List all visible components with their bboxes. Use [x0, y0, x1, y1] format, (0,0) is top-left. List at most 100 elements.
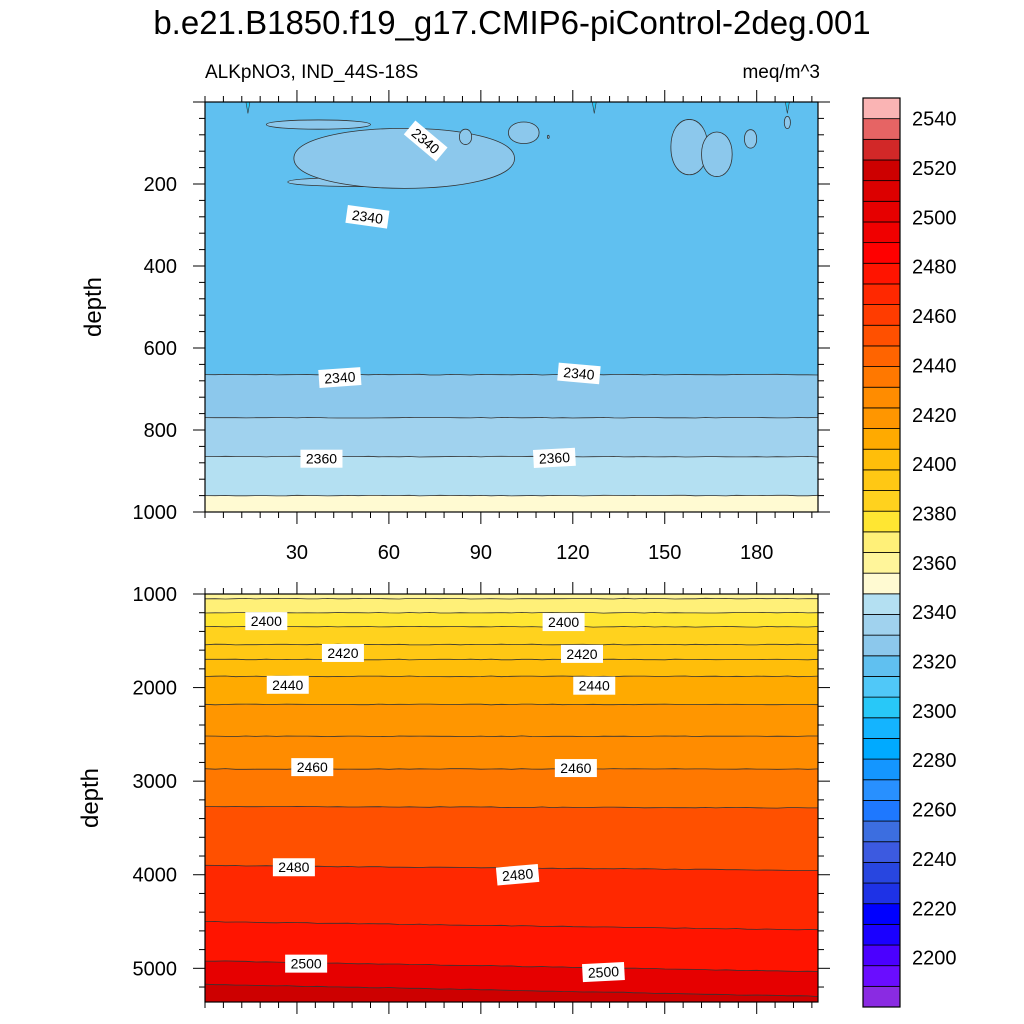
contour-label: 2340: [345, 204, 390, 229]
plot-frame: [204, 101, 819, 513]
contour-label-box: [532, 447, 576, 468]
contour-label: 2360: [300, 449, 343, 468]
colorbar-swatch: [862, 696, 901, 719]
colorbar-swatch: [862, 614, 901, 636]
contour-label: 2400: [542, 613, 585, 632]
colorbar-swatch: [862, 118, 901, 140]
contour-band-2375: [205, 495, 818, 512]
colorbar-swatch: [862, 283, 901, 305]
contour-line: [205, 643, 818, 646]
colorbar-tick-label: 2460: [912, 306, 957, 328]
colorbar-swatch: [862, 366, 901, 388]
colorbar: 2200 2220 2240 2260 2280 2300 2320 2340 2360 2380…: [862, 97, 957, 1008]
contour-label: 2360: [532, 447, 576, 468]
y-tick-label: 1000: [133, 502, 178, 524]
contour-label-text: 2420: [327, 645, 358, 661]
contour-label-text: 2500: [291, 956, 322, 972]
contour-line: [205, 494, 818, 497]
colorbar-swatch: [862, 944, 901, 967]
y-tick-label: 5000: [133, 958, 178, 980]
colorbar-tick-label: 2400: [912, 454, 957, 476]
colorbar-swatch: [862, 676, 901, 698]
y-axis-label: depth: [77, 768, 104, 828]
colorbar-swatch: [862, 345, 901, 367]
contour-label: 2460: [554, 759, 597, 778]
contour-label: 2480: [495, 863, 540, 886]
colorbar-swatch: [862, 304, 901, 326]
contour-label-text: 2340: [351, 207, 384, 227]
colorbar-tick-label: 2380: [912, 503, 957, 525]
colorbar-swatch: [862, 324, 901, 347]
contour-label-box: [554, 759, 597, 778]
colorbar-frame: [862, 97, 901, 1008]
contour-label-box: [573, 676, 616, 695]
x-tick-label: 120: [556, 542, 589, 564]
colorbar-tick-label: 2260: [912, 800, 957, 822]
colorbar-tick-label: 2240: [912, 849, 957, 871]
colorbar-swatch: [862, 490, 901, 512]
colorbar-tick-label: 2320: [912, 652, 957, 674]
contour-label-text: 2460: [297, 759, 328, 775]
contour-line: [205, 805, 818, 809]
contour-patch-2340: [508, 121, 540, 144]
colorbar-swatch: [862, 717, 901, 739]
contour-line: [205, 920, 818, 931]
colorbar-tick-label: 2300: [912, 701, 957, 723]
colorbar-swatch: [862, 552, 901, 574]
colorbar-swatch: [862, 758, 901, 781]
contour-label-box: [582, 961, 625, 983]
contour-label: 2420: [560, 644, 603, 663]
colorbar-swatch: [862, 97, 901, 120]
contour-patch-2330: [591, 102, 597, 114]
x-tick-label: 30: [286, 542, 308, 564]
colorbar-swatch: [862, 200, 901, 223]
contour-label-box: [300, 449, 343, 468]
colorbar-swatch: [862, 985, 901, 1008]
y-tick-label: 800: [144, 420, 177, 442]
colorbar-tick-label: 2500: [912, 207, 957, 229]
colorbar-tick-label: 2340: [912, 602, 957, 624]
contour-label-text: 2340: [563, 364, 596, 383]
contour-label-text: 2420: [566, 646, 597, 662]
contour-label-text: 2480: [501, 865, 534, 884]
colorbar-swatch: [862, 634, 901, 657]
units-label: meq/m^3: [742, 62, 820, 83]
y-tick-label: 600: [144, 338, 177, 360]
contour-line: [205, 735, 818, 738]
colorbar-tick-label: 2440: [912, 355, 957, 377]
contour-label-text: 2480: [278, 859, 309, 875]
contour-label: 2500: [285, 954, 328, 973]
colorbar-swatch: [862, 903, 901, 925]
colorbar-swatch: [862, 655, 901, 677]
contour-label-text: 2440: [272, 677, 303, 693]
contour-patch-2340: [458, 128, 473, 145]
y-tick-label: 200: [144, 174, 177, 196]
contour-label-box: [557, 362, 601, 385]
colorbar-swatch: [862, 841, 901, 863]
contour-label-box: [266, 675, 309, 694]
colorbar-tick-label: 2480: [912, 257, 957, 279]
contour-label-box: [318, 367, 362, 388]
contour-line: [205, 416, 818, 419]
colorbar-tick-label: 2520: [912, 158, 957, 180]
contour-label-box: [291, 758, 334, 777]
colorbar-swatch: [862, 242, 901, 264]
contour-line: [205, 625, 818, 628]
contour-line: [205, 703, 818, 706]
contour-label-box: [285, 954, 328, 973]
contour-label-box: [321, 643, 364, 662]
colorbar-tick-label: 2360: [912, 553, 957, 575]
x-tick-label: 180: [740, 542, 773, 564]
y-tick-label: 400: [144, 256, 177, 278]
contour-label: 2440: [266, 675, 309, 694]
contour-label: 2480: [272, 858, 315, 877]
y-tick-label: 1000: [133, 584, 178, 606]
colorbar-swatch: [862, 386, 901, 409]
colorbar-swatch: [862, 572, 901, 595]
contour-patch-2340: [701, 131, 733, 177]
contour-label: 2440: [573, 676, 616, 695]
colorbar-swatch: [862, 159, 901, 182]
colorbar-swatch: [862, 531, 901, 553]
contour-patch-2330: [785, 102, 790, 114]
